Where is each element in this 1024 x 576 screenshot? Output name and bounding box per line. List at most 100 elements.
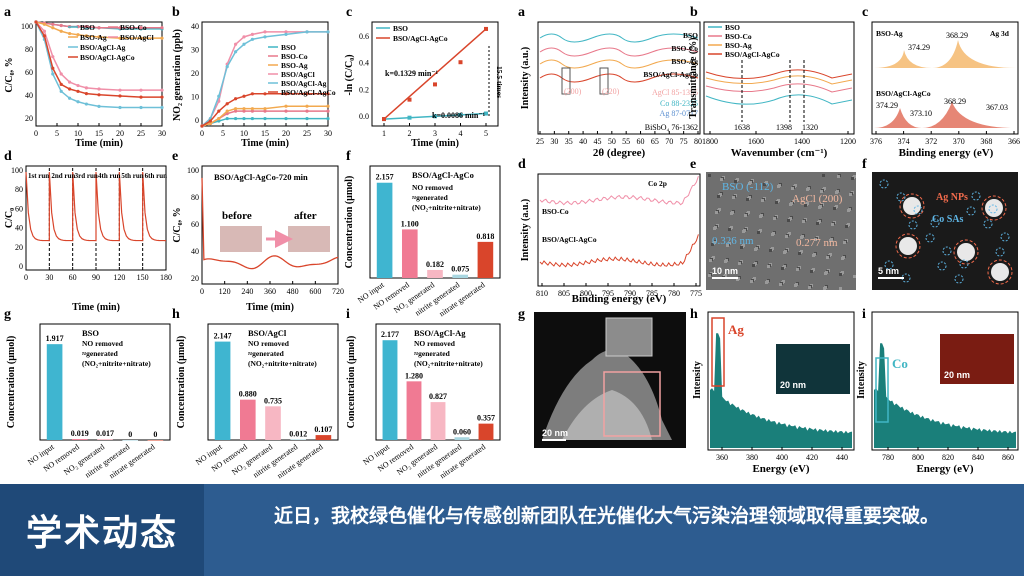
hrtem-image: BSO (-112) 0.326 nm AgCl (200) 0.277 nm … — [706, 172, 856, 290]
x-tick-label: 440 — [836, 453, 848, 462]
data-point — [42, 22, 47, 26]
run-label: 2nd run — [51, 172, 75, 180]
stability-line — [201, 177, 339, 270]
speckle — [798, 252, 801, 255]
x-tick-label: 860 — [1002, 453, 1014, 462]
co-single-atom — [988, 204, 998, 214]
y-tick-label: 20 — [191, 69, 199, 78]
speckle — [823, 287, 826, 290]
x-tick-label: 30 — [324, 129, 332, 138]
data-point — [217, 116, 221, 121]
data-point — [407, 97, 412, 102]
data-point — [225, 109, 229, 113]
eds-co-xlabel: Energy (eV) — [916, 463, 973, 475]
eds-ag-element: Ag — [728, 322, 744, 337]
co-single-atom — [959, 259, 969, 269]
data-point — [250, 109, 254, 113]
data-point — [225, 64, 229, 69]
speckle — [785, 235, 788, 238]
data-point — [242, 35, 246, 39]
speckle — [851, 177, 854, 180]
panel-c-xlabel: Time (min) — [411, 138, 459, 149]
x-tick-label: 2 — [408, 129, 412, 138]
data-point — [263, 116, 267, 121]
data-point — [68, 87, 72, 91]
ag-ring — [895, 233, 921, 259]
x-tick-label: 5 — [221, 129, 225, 138]
panel-e-chart: C/C₀, % Time (min) BSO/AgCl-AgCo-720 min… — [172, 165, 344, 313]
data-point — [263, 92, 267, 96]
speckle — [835, 191, 838, 194]
speckle — [808, 286, 811, 289]
x-tick-label: 150 — [137, 273, 149, 282]
data-point — [284, 32, 288, 36]
co-single-atom — [925, 233, 935, 243]
x-tick-label: 1400 — [794, 137, 810, 146]
x-tick-label: 30 — [158, 129, 166, 138]
co-single-atom — [879, 179, 889, 189]
bar-4 — [147, 440, 164, 441]
r-panel-letter-i: i — [862, 307, 866, 322]
y-tick-label: 20 — [15, 243, 23, 252]
x-tick-label: 120 — [113, 273, 125, 282]
hrtem-scalebar: 10 nm — [712, 266, 738, 276]
bar-category-label: nitrate generated — [276, 442, 325, 480]
x-tick-label: 0 — [24, 273, 28, 282]
panel-h-title: BSO/AgCl — [248, 328, 287, 338]
bar-1 — [71, 439, 88, 440]
eds-ag-ylabel: Intensity — [692, 361, 703, 399]
speckle — [775, 201, 778, 204]
legend-label: BSO-Ag — [725, 41, 752, 50]
panel-h-note3: (NO₂+nitrite+nitrate) — [248, 359, 317, 368]
data-point — [234, 50, 238, 54]
eds-ag-xlabel: Energy (eV) — [752, 463, 809, 475]
eds-co-ylabel: Intensity — [856, 361, 867, 399]
data-point — [284, 116, 288, 121]
panel-letter-h: h — [172, 307, 180, 322]
panel-f-note2: ≈generated — [412, 193, 449, 202]
xrd-ylabel: Intensity (a.u.) — [520, 47, 531, 110]
x-tick-label: 790 — [624, 289, 636, 298]
x-tick-label: 420 — [806, 453, 818, 462]
speckle — [767, 265, 770, 268]
data-point — [76, 89, 80, 93]
speckle — [812, 254, 815, 257]
panel-d-ylabel: C/C₀ — [4, 208, 15, 228]
data-point — [458, 112, 463, 117]
r-panel-letter-g: g — [518, 307, 525, 322]
legend-label: BSO/AgCl-Ag — [281, 79, 327, 88]
ag-ring — [987, 259, 1013, 285]
data-point — [84, 25, 88, 29]
data-point — [250, 32, 254, 36]
bar-value-label: 0.075 — [451, 265, 469, 274]
speckle — [794, 284, 797, 287]
data-point — [263, 35, 267, 39]
y-tick-label: 0 — [19, 262, 23, 271]
r-panel-letter-c: c — [862, 5, 868, 20]
data-point — [217, 94, 221, 98]
x-tick-label: 376 — [870, 137, 882, 146]
y-tick-label: 100 — [11, 166, 23, 175]
co-single-atom — [995, 247, 1005, 257]
speckle — [742, 230, 745, 233]
xps-co-xlabel: Binding energy (eV) — [572, 293, 667, 305]
speckle — [708, 174, 711, 177]
co-single-atom — [1000, 232, 1010, 242]
data-point — [234, 116, 238, 121]
data-point — [242, 109, 246, 113]
eds-ag-panel: Intensity Energy (eV) Ag 20 nm 360 380 400… — [692, 311, 855, 475]
panel-d-chart: C/C₀ Time (min) 0 30 60 90 120 150 180 100 80 60 4… — [4, 165, 172, 313]
data-point — [84, 92, 88, 96]
co-single-atom — [930, 218, 940, 228]
eds-ag-scalebar: 20 nm — [780, 380, 806, 390]
data-point — [234, 107, 238, 111]
xps-ag-bottom-label: BSO/AgCl-AgCo — [876, 89, 931, 98]
xps-ag-panel: Binding energy (eV) Ag 3d BSO-Ag BSO/AgC… — [870, 21, 1020, 159]
run-label: 3rd run — [75, 172, 98, 180]
data-point — [59, 23, 63, 28]
speckle — [769, 249, 772, 252]
panel-h-chart: Concentration (μmol) BSO/AgCl NO removed… — [176, 323, 339, 480]
y-tick-label: 0.4 — [359, 59, 369, 68]
bar-value-label: 0 — [128, 430, 132, 439]
x-tick-label: 805 — [558, 289, 570, 298]
